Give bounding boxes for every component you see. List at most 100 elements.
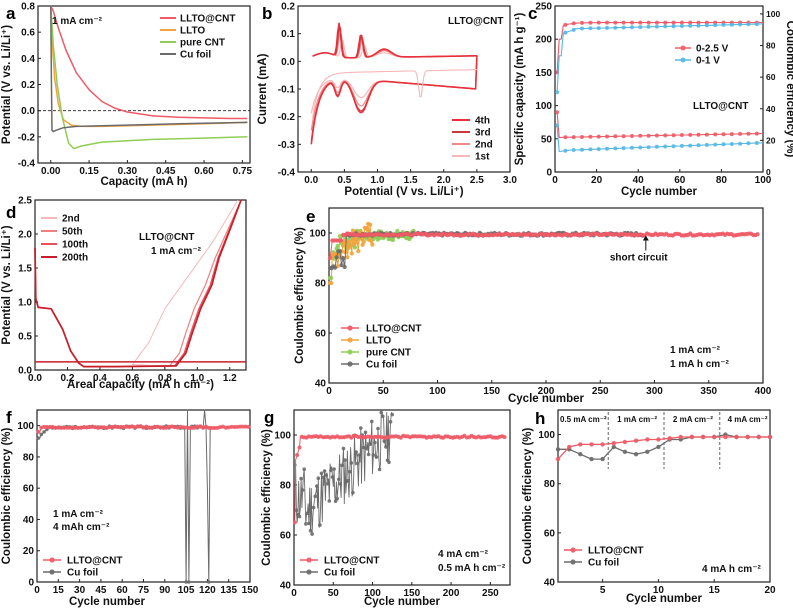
- point-cu-foil: [338, 482, 343, 486]
- y-tick-label: 2.5: [18, 196, 32, 207]
- point-llto: [361, 239, 366, 244]
- point-llto-cnt: [243, 424, 248, 429]
- point-0-1-v: [630, 145, 634, 150]
- point-0-1-v: [663, 144, 668, 149]
- x-tick-label: 0.15: [79, 166, 99, 177]
- y-tick-label: 80: [23, 452, 35, 463]
- point-0-2-5-v: [555, 110, 560, 115]
- point-0-2-5-v: [646, 20, 651, 25]
- point-cu-foil: [329, 468, 333, 473]
- point-0-1-v: [621, 25, 626, 30]
- y-axis-label: Coulombic efficiency (%): [1, 427, 13, 564]
- x-tick-label: 90: [159, 585, 171, 596]
- annotation-rate: 0.5 mA cm⁻²: [560, 415, 607, 424]
- legend-cu-foil: Cu foil: [180, 50, 211, 61]
- point-llto-cnt: [246, 424, 251, 429]
- legend-cu-foil: Cu foil: [588, 558, 619, 569]
- point-llto: [342, 239, 347, 244]
- point-0-1-v: [588, 26, 593, 31]
- point-0-2-5-v: [580, 20, 584, 25]
- series-0-2-5-v-line: [556, 22, 763, 73]
- x-tick-label: 0.30: [118, 166, 138, 177]
- point-cu-foil: [388, 420, 393, 424]
- x-tick-label: 150: [483, 386, 500, 397]
- point-cu-foil: [36, 436, 41, 440]
- point-llto: [346, 245, 351, 251]
- point-0-2-5-v: [596, 134, 601, 139]
- panel-a: 0.00 0.15 0.30 0.45 0.60 0.75 -0.4 -0.2 0.0 0.2 0.…: [1, 2, 253, 189]
- plot-frame: [557, 409, 771, 583]
- point-0-1-v: [738, 141, 743, 146]
- point-0-2-5-v: [563, 135, 568, 140]
- legend-marker: [49, 557, 55, 563]
- y-axis-label: Potential (V vs. Li/Li⁺): [1, 25, 13, 144]
- point-0-1-v: [563, 148, 568, 153]
- x-tick-label: 250: [592, 386, 609, 397]
- point-pure-cnt: [390, 237, 396, 243]
- point-llto: [351, 241, 357, 246]
- y-tick-label: 40: [544, 578, 556, 589]
- x-tick-label: 80: [716, 175, 728, 186]
- point-cu-foil: [343, 458, 347, 462]
- point-llto-cnt: [42, 424, 47, 429]
- point-llto-cnt: [600, 442, 605, 447]
- point-cu-foil: [348, 469, 352, 474]
- point-cu-foil: [355, 461, 360, 466]
- point-cu-foil: [390, 412, 395, 417]
- legend-marker: [680, 45, 686, 51]
- point-cu-foil: [387, 460, 391, 465]
- point-cu-foil: [381, 414, 385, 419]
- y-tick-label: 1.0: [18, 298, 32, 309]
- x-tick-label: 60: [117, 585, 129, 596]
- point-cu-foil: [297, 514, 302, 519]
- x-tick-label: 15: [53, 585, 65, 596]
- point-llto-cnt: [689, 434, 695, 440]
- point-llto-cnt: [121, 425, 126, 429]
- point-0-1-v: [555, 123, 560, 128]
- y-tick-label: 250: [535, 2, 552, 13]
- legend-4th: 4th: [475, 116, 490, 127]
- point-cu-foil: [313, 494, 318, 499]
- panel-letter: b: [262, 4, 272, 23]
- point-llto-cnt: [767, 434, 773, 440]
- x-tick-label: 30: [74, 585, 86, 596]
- point-0-2-5-v: [679, 133, 684, 137]
- point-cu-foil: [363, 430, 368, 435]
- point-llto-cnt: [107, 425, 112, 430]
- point-0-1-v: [721, 22, 726, 27]
- legend-cu-foil: Cu foil: [366, 360, 397, 371]
- point-0-1-v: [580, 147, 584, 152]
- y-right-tick-label: 60: [766, 72, 776, 82]
- point-0-2-5-v: [630, 134, 634, 138]
- legend-pure-cnt: pure CNT: [366, 348, 411, 359]
- point-0-1-v: [638, 145, 643, 150]
- legend-marker: [347, 361, 353, 367]
- y-right-tick-label: 100: [766, 9, 780, 19]
- point-cu-foil: [341, 256, 346, 261]
- legend-100th: 100th: [62, 240, 88, 251]
- x-tick-label: 100: [364, 588, 381, 599]
- point-cu-foil: [327, 499, 332, 503]
- point-0-1-v: [704, 23, 709, 28]
- point-0-1-v: [596, 26, 601, 31]
- point-0-1-v: [746, 22, 751, 27]
- series-4th: [310, 22, 478, 145]
- y-tick-label: 0.4: [21, 54, 35, 65]
- x-tick-label: 100: [755, 175, 772, 186]
- legend-1st: 1st: [475, 152, 490, 163]
- point-cu-foil: [334, 255, 339, 260]
- legend-50th: 50th: [62, 227, 83, 238]
- x-axis-label: Cycle number: [626, 593, 703, 605]
- legend-2nd: 2nd: [62, 214, 80, 225]
- point-0-1-v: [729, 22, 734, 27]
- point-0-1-v: [638, 25, 643, 30]
- point-0-1-v: [605, 25, 609, 30]
- x-tick-label: 1.2: [223, 373, 237, 384]
- x-tick-label: 2.0: [437, 175, 451, 186]
- y-right-tick-label: 40: [766, 104, 776, 114]
- point-llto-cnt: [206, 425, 211, 430]
- annotation-capacity: 4 mAh cm⁻²: [53, 522, 110, 533]
- y-tick-label: 0.0: [18, 366, 32, 377]
- y-tick-label: -0.1: [278, 85, 296, 96]
